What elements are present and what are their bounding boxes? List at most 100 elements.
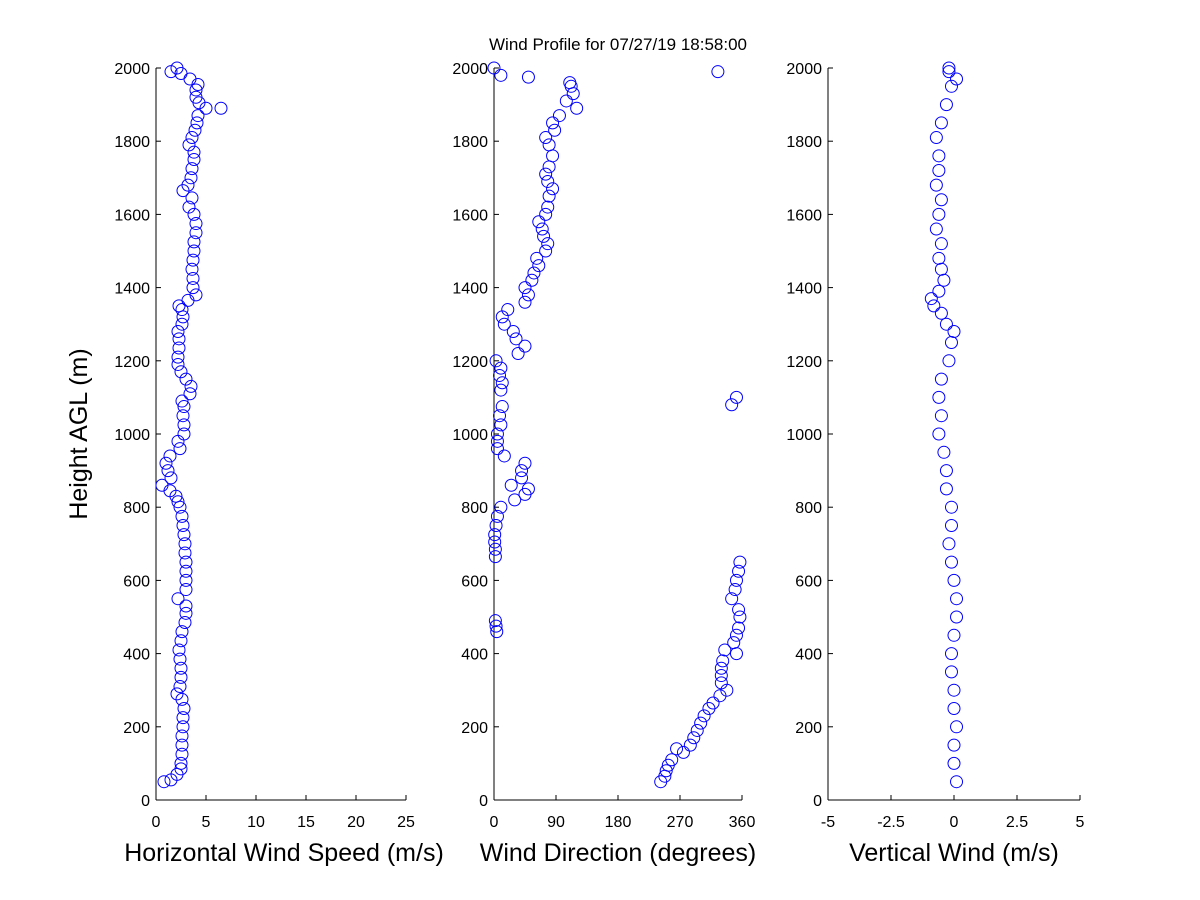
y-tick-label: 1000 [786,427,822,444]
data-point [654,775,668,789]
data-point [172,341,186,355]
y-tick-label: 400 [461,647,488,664]
y-tick-label: 1800 [452,134,488,151]
data-point [947,738,961,752]
data-point [711,65,725,79]
data-point [189,83,203,97]
data-point [527,266,541,280]
data-point [929,131,943,145]
data-point [175,509,189,523]
data-point [174,661,188,675]
data-point [189,90,203,104]
data-point [186,281,200,295]
data-point [497,449,511,463]
data-point [541,200,555,214]
data-point [932,390,946,404]
y-tick-label: 0 [479,793,488,810]
data-point [177,702,191,715]
y-tick-label: 200 [123,720,150,737]
data-point [932,163,946,177]
data-point [181,293,195,307]
data-point [174,634,188,648]
data-point [728,583,742,597]
data-point [170,61,184,75]
data-point [570,101,584,115]
data-point [934,306,948,320]
data-point [525,273,539,287]
x-axis-label: Wind Direction (degrees) [480,839,757,867]
data-point [733,555,747,569]
data-point [175,738,189,752]
data-point [178,546,192,560]
data-point [172,332,186,346]
data-point [488,535,502,549]
data-point [175,394,189,408]
data-point [950,592,964,606]
data-point [494,418,508,432]
data-point [504,478,518,492]
data-point [171,495,185,509]
data-point [694,716,708,730]
data-point [947,702,961,715]
y-tick-label: 800 [123,500,150,517]
data-point [733,610,747,624]
data-point [727,636,741,650]
data-point [714,661,728,675]
data-point [659,764,673,778]
data-point [927,299,941,313]
data-point [942,537,956,551]
data-point [176,711,190,725]
y-tick-label: 1800 [786,134,822,151]
data-point [559,94,573,108]
y-tick-label: 0 [813,793,822,810]
data-point [185,131,199,145]
data-point [490,442,504,456]
data-point [182,200,196,214]
panel-2: 0 200 400 600 800 1000 1200 1400 1600 1800 2000 0 90… [452,61,756,867]
data-point [175,747,189,761]
x-tick-label: -5 [821,814,835,831]
data-point [932,251,946,265]
data-point [506,325,520,339]
data-point [186,253,200,267]
data-point [716,654,730,668]
data-point [495,400,509,414]
y-tick-label: 600 [123,573,150,590]
data-point [493,409,507,423]
y-tick-label: 600 [461,573,488,590]
data-point [937,445,951,459]
data-point [501,303,515,317]
data-point [932,149,946,163]
x-tick-label: 0 [152,814,161,831]
data-point [725,398,739,412]
data-point [537,229,551,243]
data-point [494,68,508,82]
data-point [172,643,186,657]
data-point [939,98,953,112]
data-point [552,109,566,123]
y-tick-label: 600 [795,573,822,590]
x-axis-label: Horizontal Wind Speed (m/s) [124,839,444,867]
data-point [944,519,958,532]
data-point [511,346,525,360]
data-point [697,709,711,723]
data-point [157,775,171,789]
data-point [939,464,953,478]
data-point [532,259,546,273]
panel-3: 0 200 400 600 800 1000 1200 1400 1600 1800 2000 -5 -… [786,61,1084,867]
data-point [177,427,191,441]
x-tick-label: 90 [547,814,565,831]
data-point [942,61,956,75]
panel-1: 0 200 400 600 800 1000 1200 1400 1600 1800 2000 0 5 1… [114,61,443,867]
data-point [950,720,964,734]
data-point [508,493,522,507]
data-point [185,162,199,176]
data-point [494,500,508,514]
data-point [690,723,704,737]
data-point [947,325,961,339]
data-point [155,478,169,492]
y-tick-label: 1200 [114,354,150,371]
data-point [732,603,746,617]
data-point [546,116,560,130]
